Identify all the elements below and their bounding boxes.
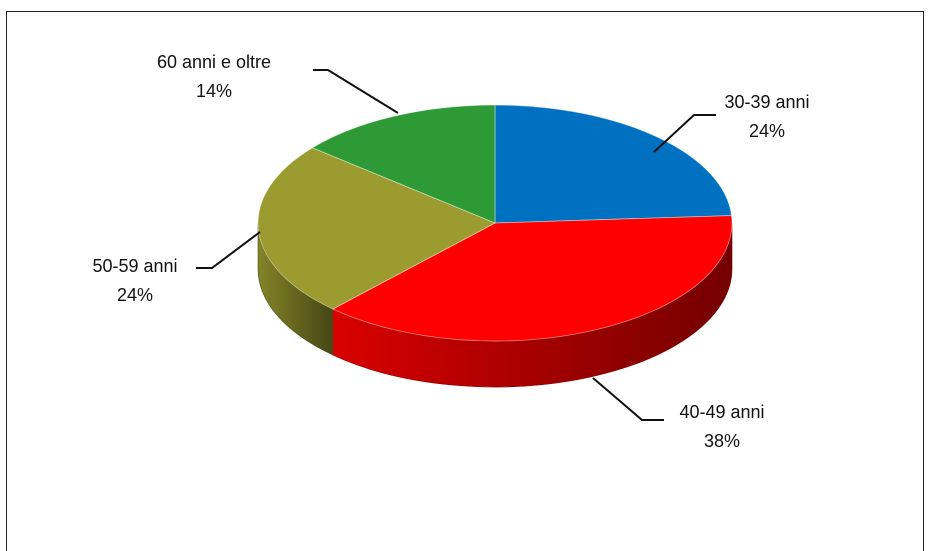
data-labels: 30-39 anni 24% 40-49 anni 38% 50-59 anni 24% 6… (92, 52, 809, 451)
slice-percent-0: 24% (749, 121, 785, 141)
pie-slice-1 (331, 215, 733, 342)
slice-percent-1: 38% (704, 431, 740, 451)
slice-label-2: 50-59 anni (92, 256, 177, 276)
slice-percent-3: 14% (196, 81, 232, 101)
slice-label-1: 40-49 anni (679, 402, 764, 422)
slice-label-3: 60 anni e oltre (157, 52, 271, 72)
leader-line-3 (313, 69, 399, 114)
leader-line-2 (196, 231, 261, 269)
leader-line-0 (653, 114, 716, 153)
leader-line-1 (592, 377, 664, 421)
slice-percent-2: 24% (117, 285, 153, 305)
pie-slice-2 (257, 147, 496, 310)
pie-slice-0 (494, 104, 732, 224)
pie-slice-3 (311, 104, 496, 224)
pie-chart: 30-39 anni 24% 40-49 anni 38% 50-59 anni 24% 6… (92, 52, 809, 451)
slice-label-0: 30-39 anni (724, 92, 809, 112)
pie-top-faces (257, 104, 733, 342)
